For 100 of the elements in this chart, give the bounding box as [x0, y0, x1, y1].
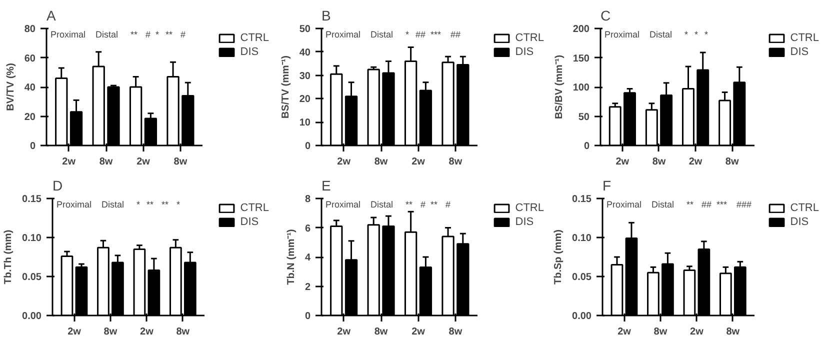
annotation: ** [146, 200, 154, 210]
legend-label: DIS [790, 216, 810, 228]
x-tick-label: 2w [688, 156, 702, 168]
legend-label: DIS [790, 46, 810, 58]
annotation: * [176, 200, 180, 210]
annotation: ## [450, 30, 461, 40]
y-tick-label: 80 [24, 24, 36, 35]
y-tick-label: 0 [304, 141, 311, 152]
y-tick-label: 100 [572, 82, 590, 94]
y-tick-label: 200 [572, 24, 590, 35]
annotation: # [446, 200, 451, 210]
x-tick-label: 8w [448, 156, 462, 168]
x-tick-label: 8w [725, 156, 739, 168]
legend-label: DIS [240, 216, 260, 228]
annotation: Distal [370, 30, 394, 40]
x-tick-label: 2w [412, 156, 426, 168]
annotation: Proximal [606, 200, 642, 210]
annotation: ## [416, 30, 426, 40]
chart-title: A [46, 8, 56, 24]
legend-label: DIS [240, 46, 260, 58]
annotation: # [180, 30, 186, 40]
annotation: ** [430, 200, 438, 210]
y-tick-label: 0 [584, 141, 590, 152]
y-tick-label: 0 [304, 311, 311, 322]
legend-label: CTRL [790, 202, 819, 214]
y-tick-label: 0.15 [22, 194, 42, 205]
y-tick-label: 0.10 [572, 233, 592, 244]
y-axis-title: BS/BV (mm⁻¹) [554, 54, 565, 120]
y-axis-title: Tb.Sp (mm) [553, 230, 564, 284]
annotation: Proximal [326, 30, 361, 40]
annotation: Distal [652, 200, 674, 210]
annotation: # [146, 30, 151, 40]
x-tick-label: 2w [337, 326, 351, 338]
y-tick-label: 10 [299, 118, 311, 129]
y-tick-label: 0.00 [22, 311, 42, 322]
y-tick-label: 20 [299, 94, 311, 106]
annotation: ** [166, 30, 173, 40]
y-tick-label: 60 [24, 53, 36, 64]
y-tick-label: 0.05 [572, 272, 592, 283]
y-tick-label: 50 [299, 24, 311, 35]
y-tick-label: 40 [299, 47, 311, 58]
x-tick-label: 2w [136, 156, 150, 168]
x-tick-label: 2w [412, 326, 426, 338]
chart-title: D [52, 178, 63, 194]
annotation: ** [686, 200, 694, 210]
annotation: * [684, 30, 688, 40]
y-tick-label: 2 [304, 282, 311, 293]
y-tick-label: 50 [578, 112, 590, 123]
x-tick-label: 2w [62, 156, 76, 168]
legend-label: CTRL [240, 202, 269, 214]
annotation: Distal [102, 200, 124, 210]
y-tick-label: 0.00 [572, 311, 592, 322]
y-tick-label: 4 [304, 252, 311, 264]
annotation: ** [130, 30, 138, 40]
annotation: ### [736, 200, 752, 210]
x-tick-label: 2w [690, 326, 704, 338]
x-tick-label: 2w [140, 326, 154, 338]
annotation: * [136, 200, 140, 210]
x-tick-label: 8w [654, 326, 668, 338]
annotation: Proximal [326, 200, 361, 210]
annotation: ** [162, 200, 169, 210]
y-tick-label: 0 [30, 141, 36, 152]
annotation: * [704, 30, 708, 40]
y-axis-title: BV/TV (%) [5, 63, 16, 111]
x-tick-label: 8w [176, 326, 190, 338]
legend-label: DIS [515, 216, 535, 228]
y-tick-label: 8 [304, 194, 311, 205]
y-axis-title: BS/TV (mm⁻¹) [280, 56, 292, 118]
legend-label: CTRL [515, 202, 544, 214]
x-tick-label: 8w [448, 326, 462, 338]
annotation: Distal [96, 30, 118, 40]
legend-label: DIS [515, 46, 535, 58]
x-tick-label: 8w [174, 156, 188, 168]
annotation: Distal [650, 30, 672, 40]
legend-label: CTRL [240, 32, 269, 44]
x-tick-label: 2w [337, 156, 351, 168]
x-tick-label: 8w [99, 156, 113, 168]
annotation: * [156, 30, 160, 40]
y-tick-label: 0.15 [572, 194, 592, 205]
y-axis-title: Tb.Th (mm) [3, 230, 14, 284]
x-tick-label: 8w [104, 326, 118, 338]
annotation: *** [716, 200, 728, 210]
y-tick-label: 0.05 [22, 272, 42, 283]
x-tick-label: 2w [618, 326, 632, 338]
legend-label: CTRL [515, 32, 544, 44]
annotation: * [694, 30, 698, 40]
annotation: Proximal [56, 200, 92, 210]
annotation: Distal [370, 200, 394, 210]
annotation: * [406, 30, 410, 40]
annotation: ## [702, 200, 712, 210]
y-tick-label: 150 [572, 53, 590, 64]
annotation: ** [406, 200, 413, 210]
y-tick-label: 0.10 [22, 233, 42, 244]
y-axis-title: Tb.N (mm⁻¹) [286, 229, 297, 285]
annotation: *** [430, 30, 442, 40]
chart-title: B [322, 8, 331, 24]
chart-title: F [602, 178, 612, 194]
x-tick-label: 2w [68, 326, 82, 338]
annotation: Proximal [604, 30, 640, 40]
x-tick-label: 8w [726, 326, 740, 338]
